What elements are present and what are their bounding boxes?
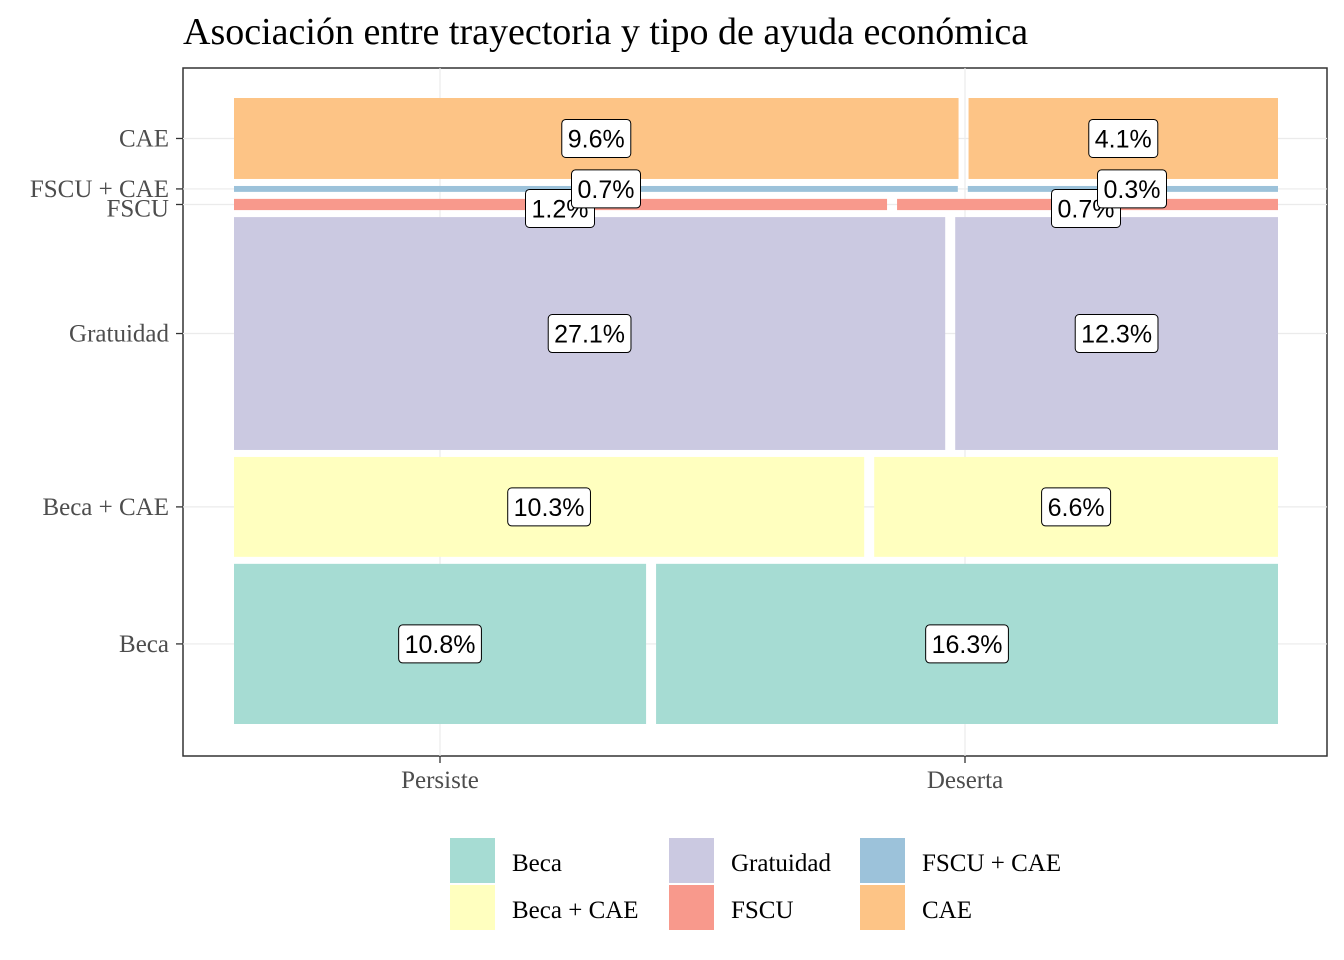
data-label-beca-persiste: 10.8% <box>398 624 482 664</box>
chart-title: Asociación entre trayectoria y tipo de a… <box>183 11 1028 53</box>
y-tick-label-cae: CAE <box>119 125 169 152</box>
svg-text:0.7%: 0.7% <box>578 176 635 204</box>
legend-item-fscu-plus-cae: FSCU + CAE <box>860 838 1061 883</box>
data-label-beca-deserta: 16.3% <box>925 624 1009 664</box>
legend-item-beca: Beca <box>450 838 562 883</box>
data-label-cae-persiste: 9.6% <box>561 118 632 158</box>
svg-text:10.8%: 10.8% <box>405 631 476 659</box>
data-label-gratuidad-deserta: 12.3% <box>1074 314 1159 354</box>
svg-text:16.3%: 16.3% <box>932 631 1003 659</box>
svg-text:12.3%: 12.3% <box>1081 321 1152 349</box>
y-tick-label-beca-plus-cae: Beca + CAE <box>42 494 169 521</box>
y-tick-label-fscu-plus-cae: FSCU + CAE <box>30 176 169 203</box>
svg-text:10.3%: 10.3% <box>514 494 585 522</box>
x-tick-label-deserta: Deserta <box>927 767 1003 794</box>
y-tick-label-gratuidad: Gratuidad <box>69 321 169 348</box>
x-tick-label-persiste: Persiste <box>401 767 479 794</box>
data-label-fscu-plus-cae-deserta: 0.3% <box>1097 169 1167 209</box>
svg-text:27.1%: 27.1% <box>554 321 625 349</box>
tile-labels: 10.8% 16.3%10.3% 6.6%27.1% 12.3%1.2% 0.7%0.7… <box>398 118 1167 664</box>
data-label-gratuidad-persiste: 27.1% <box>547 314 632 354</box>
svg-text:0.3%: 0.3% <box>1104 176 1161 204</box>
svg-text:Gratuidad: Gratuidad <box>731 850 831 877</box>
svg-text:4.1%: 4.1% <box>1095 125 1152 153</box>
legend-item-gratuidad: Gratuidad <box>669 838 831 883</box>
svg-text:Beca: Beca <box>512 850 562 877</box>
svg-text:FSCU + CAE: FSCU + CAE <box>922 850 1061 877</box>
data-label-fscu-plus-cae-persiste: 0.7% <box>571 169 641 209</box>
data-label-beca-plus-cae-deserta: 6.6% <box>1041 487 1112 527</box>
svg-text:6.6%: 6.6% <box>1048 494 1105 522</box>
legend-item-beca-plus-cae: Beca + CAE <box>450 885 639 930</box>
data-label-beca-plus-cae-persiste: 10.3% <box>507 487 591 527</box>
legend-item-fscu: FSCU <box>669 885 794 930</box>
svg-text:9.6%: 9.6% <box>568 125 625 153</box>
svg-text:FSCU: FSCU <box>731 897 794 924</box>
svg-text:Beca + CAE: Beca + CAE <box>512 897 639 924</box>
data-label-cae-deserta: 4.1% <box>1088 118 1159 158</box>
y-tick-label-fscu: FSCU <box>106 195 169 222</box>
legend-item-cae: CAE <box>860 885 972 930</box>
legend: Beca Gratuidad FSCU + CAE Beca + CAE FSCU CAE <box>450 838 1061 930</box>
y-tick-label-beca: Beca <box>119 631 169 658</box>
svg-text:CAE: CAE <box>922 897 972 924</box>
